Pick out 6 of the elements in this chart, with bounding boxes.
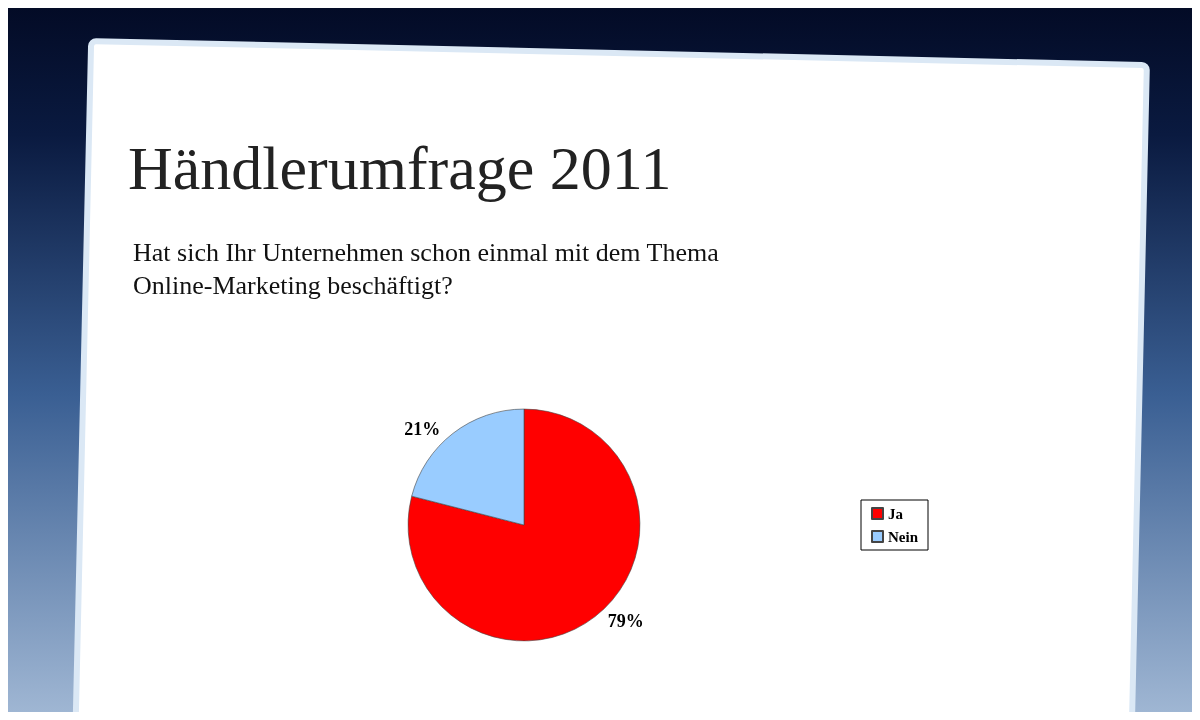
data-label: 21%	[404, 418, 441, 439]
chart-title: Händlerumfrage 2011	[128, 133, 672, 204]
legend-label: Nein	[888, 528, 919, 545]
chart-subtitle: Hat sich Ihr Unternehmen schon einmal mit dem Thema Online-Marketing beschäftigt?	[133, 237, 719, 302]
data-label: 79%	[607, 611, 644, 632]
legend-label: Ja	[888, 505, 904, 522]
